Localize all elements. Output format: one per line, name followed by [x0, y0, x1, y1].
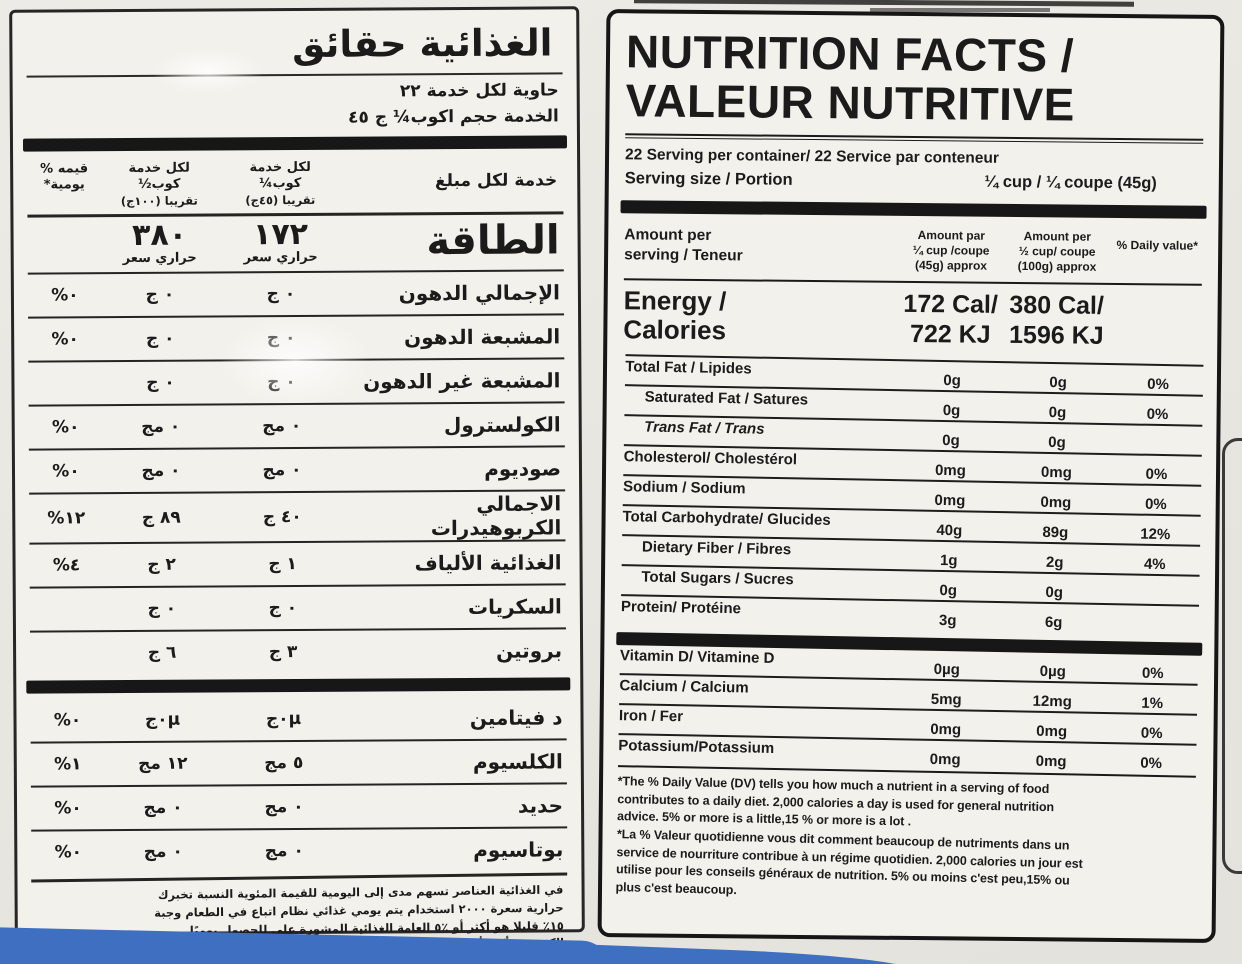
arabic-panel-title: الغذائية حقائق: [291, 21, 553, 67]
amount-per-serving-header: Amount per serving / Teneur: [624, 225, 743, 265]
arabic-serving-size-line: الخدمة حجم اكوب¼ ج ٤٥: [348, 105, 559, 128]
serving-size-value: ¼ cup / ¼ coupe (45g): [984, 172, 1157, 192]
english-column-headers: Amount per serving / Teneur Amount par ¼…: [624, 219, 1203, 284]
divider-line: [26, 72, 563, 78]
energy-label: Energy / Calories: [623, 284, 727, 346]
serving-size-label: Serving size / Portion: [624, 168, 793, 189]
table-row-total-fat: ٠% ٠ ج ٠ ج الإجمالي الدهون: [27, 269, 565, 317]
col-45g-header: Amount par ¼ cup /coupe (45g) approx: [912, 227, 990, 273]
divider-bar: [22, 135, 568, 152]
table-row-trans-fat: ٠ ج ٠ ج المشبعة غير الدهون: [28, 357, 565, 405]
arabic-energy-100g: ٣٨٠ حراري سعر: [122, 217, 197, 266]
footnote-french: *La % Valeur quotidienne vous dit commen…: [615, 826, 1083, 896]
arabic-servings-line: حاوية لكل خدمة ٢٢: [399, 80, 559, 102]
energy-100g-value: 380 Cal/ 1596 KJ: [1008, 290, 1105, 350]
english-panel-title: NUTRITION FACTS / VALEUR NUTRITIVE: [625, 25, 1076, 131]
table-row-sodium: ٠% ٠ مج ٠ مج صوديوم: [28, 445, 566, 493]
table-row-sugars: ٠ ج ٠ ج السكريات: [29, 583, 566, 631]
english-nutrition-panel: NUTRITION FACTS / VALEUR NUTRITIVE 22 Se…: [597, 9, 1225, 943]
arabic-column-headers: قيمه % يومية* لكل خدمة كوب½ تقريبا (١٠٠ج…: [27, 154, 563, 214]
english-serving-size-line: Serving size / Portion ¼ cup / ¼ coupe (…: [625, 166, 1203, 200]
arabic-nutrition-panel: الغذائية حقائق حاوية لكل خدمة ٢٢ الخدمة …: [9, 6, 585, 960]
photo-smudge: [870, 8, 1050, 12]
daily-value-header: % Daily value*: [1116, 237, 1198, 253]
arabic-amount-per-serving-header: خدمة لكل مبلغ: [434, 170, 558, 192]
table-row-fiber: ٤% ٢ ج ١ ج الغذائية الألياف: [29, 539, 566, 587]
table-row-saturated-fat: ٠% ٠ ج ٠ ج المشبعة الدهون: [28, 313, 565, 361]
table-row-potassium: ٠% ٠ مج ٠ مج بوتاسيوم: [31, 826, 568, 874]
adjacent-panel-edge: [1222, 438, 1242, 874]
arabic-energy-45g: ١٧٢ حراري سعر: [243, 216, 318, 266]
table-row-iron: ٠% ٠ مج ٠ مج حديد: [30, 782, 568, 830]
blue-package-stripe-tail: [539, 942, 921, 964]
photo-smudge: [633, 0, 1135, 7]
english-energy-row: Energy / Calories 172 Cal/ 722 KJ 380 Ca…: [623, 277, 1202, 360]
arabic-energy-row: ٣٨٠ حراري سعر ١٧٢ حراري سعر الطاقة: [27, 211, 564, 273]
table-row-calcium: ١% ١٢ مج ٥ مج الكلسيوم: [30, 738, 567, 786]
divider-line: [625, 132, 1204, 144]
arabic-energy-label: الطاقة: [426, 217, 560, 265]
table-row-protein: ٦ ج ٣ ج بروتين: [29, 627, 567, 675]
table-row-vitamin-d: ٠% ٠µج ٠µج د فيتامين: [53, 705, 563, 731]
energy-45g-value: 172 Cal/ 722 KJ: [903, 289, 999, 349]
english-nutrient-table: Total Fat / Lipides 0g 0g 0% Saturated F…: [615, 353, 1204, 908]
table-row-cholesterol: ٠% ٠ مج ٠ مج الكولسترول: [28, 401, 565, 449]
arabic-col-45g-header: لكل خدمة كوب¼ تقريبا (٤٥ج): [245, 159, 316, 207]
col-100g-header: Amount per ½ cup/ coupe (100g) approx: [1017, 228, 1097, 274]
arabic-col-100g-header: لكل خدمة كوب½ تقريبا (١٠٠ج): [120, 160, 198, 208]
divider-bar: [620, 199, 1207, 219]
divider-bar: [26, 677, 571, 694]
table-row-carbohydrate: ١٢% ٨٩ ج ٤٠ ج الاجمالي الكربوهيدرات: [29, 489, 566, 543]
arabic-daily-value-header: قيمه % يومية*: [40, 161, 89, 193]
english-footnote: *The % Daily Value (DV) tells you how mu…: [615, 764, 1196, 908]
